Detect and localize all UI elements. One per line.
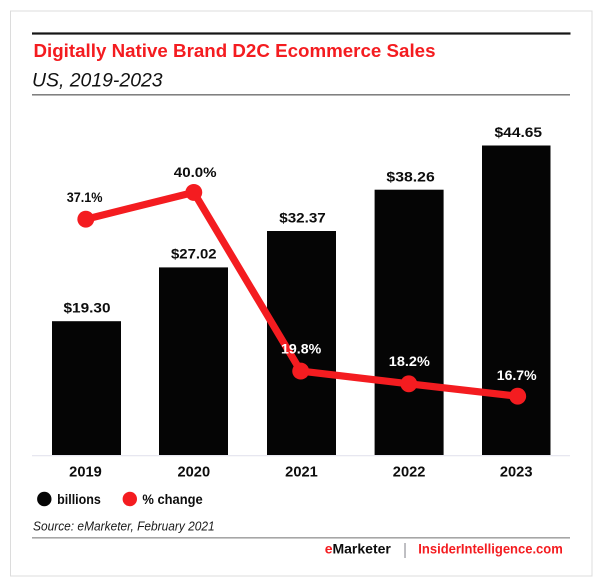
svg-text:18.2%: 18.2%	[389, 354, 430, 369]
svg-text:Digitally Native Brand D2C Eco: Digitally Native Brand D2C Ecommerce Sal…	[34, 40, 436, 61]
svg-text:$38.26: $38.26	[386, 169, 435, 185]
svg-text:19.8%: 19.8%	[281, 342, 321, 357]
svg-text:16.7%: 16.7%	[497, 368, 537, 383]
svg-text:billions: billions	[57, 492, 101, 507]
svg-text:$32.37: $32.37	[279, 209, 326, 225]
svg-text:|: |	[403, 542, 407, 559]
svg-text:Source: eMarketer, February 20: Source: eMarketer, February 2021	[33, 519, 215, 534]
svg-text:40.0%: 40.0%	[174, 165, 217, 180]
svg-text:US, 2019-2023: US, 2019-2023	[32, 71, 163, 92]
svg-text:2021: 2021	[285, 465, 318, 481]
svg-text:$19.30: $19.30	[64, 300, 111, 316]
svg-text:$44.65: $44.65	[495, 124, 543, 140]
svg-text:2019: 2019	[69, 465, 102, 481]
svg-text:2022: 2022	[393, 465, 426, 481]
svg-text:$27.02: $27.02	[171, 246, 217, 262]
svg-text:eMarketer: eMarketer	[325, 541, 392, 557]
svg-text:2020: 2020	[178, 465, 211, 481]
svg-text:InsiderIntelligence.com: InsiderIntelligence.com	[418, 541, 563, 557]
svg-text:2023: 2023	[500, 465, 533, 481]
svg-text:37.1%: 37.1%	[67, 190, 103, 205]
svg-text:% change: % change	[142, 492, 203, 507]
